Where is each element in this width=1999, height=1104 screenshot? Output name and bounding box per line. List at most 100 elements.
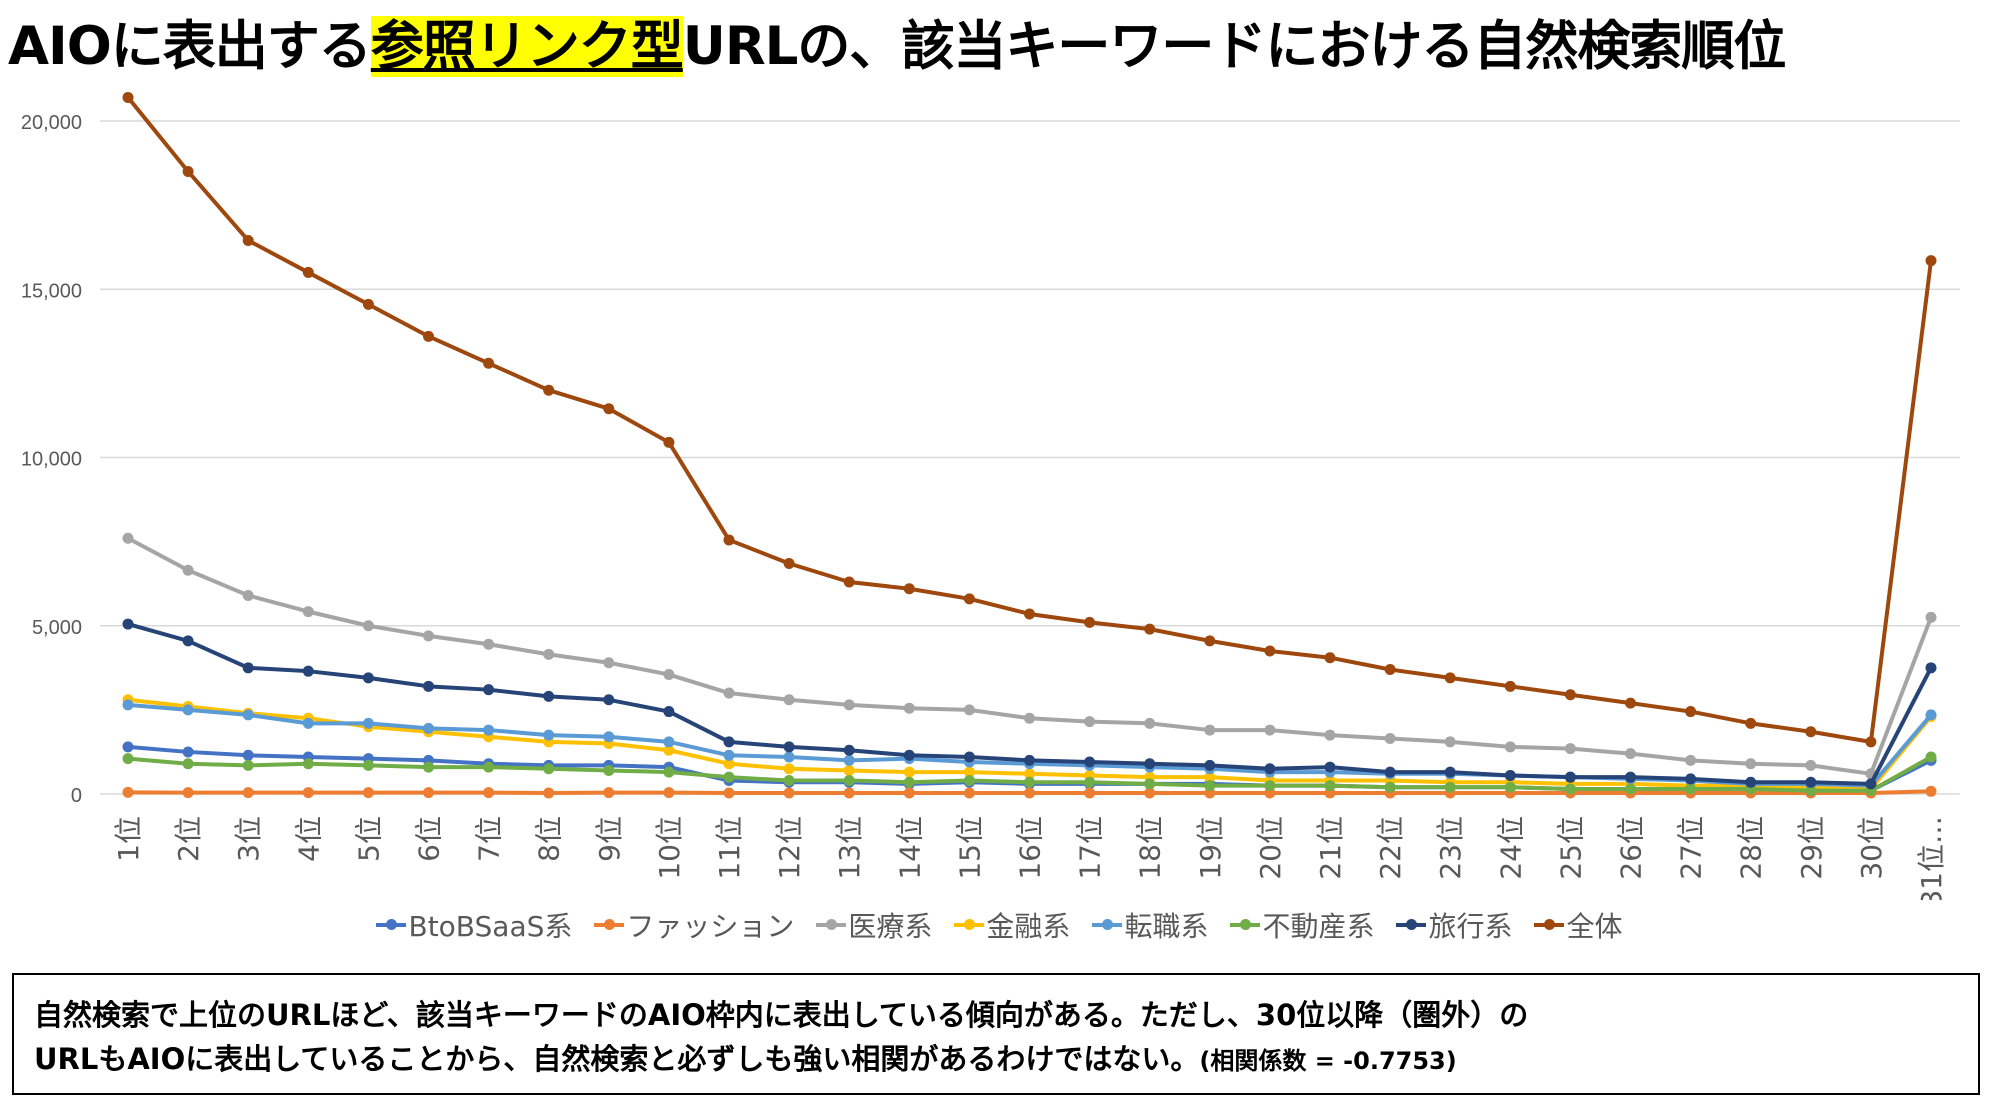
data-point	[1024, 712, 1035, 724]
data-point	[723, 787, 735, 799]
data-point	[302, 266, 314, 278]
series-line	[126, 96, 1933, 744]
data-point	[1504, 680, 1516, 692]
data-point	[302, 717, 314, 729]
data-point	[663, 787, 675, 799]
legend-item: ファッション	[594, 905, 794, 945]
data-point	[1144, 758, 1156, 770]
data-point	[1805, 785, 1817, 797]
data-point	[1144, 717, 1156, 729]
data-point	[1264, 780, 1276, 792]
data-point	[723, 534, 735, 546]
data-point	[122, 91, 134, 103]
x-tick-label: 16位	[1014, 816, 1047, 880]
data-point	[963, 704, 975, 716]
x-tick-label: 18位	[1134, 816, 1167, 880]
data-point	[903, 776, 915, 788]
legend-item: 金融系	[954, 905, 1070, 945]
gridlines	[100, 120, 1960, 795]
data-point	[1324, 652, 1336, 664]
data-point	[483, 638, 495, 650]
data-point	[1504, 741, 1516, 753]
data-point	[242, 787, 254, 799]
legend-swatch	[376, 919, 407, 930]
data-point	[903, 787, 915, 799]
data-point	[663, 669, 675, 681]
data-point	[1324, 761, 1336, 773]
y-axis-ticks: 0 5,000 10,000 15,000 20,000	[21, 112, 82, 807]
data-point	[783, 694, 795, 706]
data-point	[362, 787, 374, 799]
y-tick-label: 15,000	[21, 280, 82, 302]
data-point	[1144, 623, 1156, 635]
data-point	[483, 357, 495, 369]
note-line-1: 自然検索で上位のURLほど、該当キーワードのAIO枠内に表出している傾向がある。…	[34, 998, 1529, 1032]
legend-item: 全体	[1534, 905, 1623, 945]
data-point	[302, 787, 314, 799]
x-tick-label: 19位	[1194, 816, 1227, 880]
y-tick-label: 20,000	[21, 112, 82, 134]
data-point	[423, 680, 434, 692]
x-tick-label: 4位	[292, 816, 325, 862]
data-point	[242, 749, 254, 761]
data-point	[182, 165, 194, 177]
data-point	[783, 741, 795, 753]
data-point	[963, 593, 975, 605]
data-point	[843, 764, 855, 776]
data-point	[302, 606, 314, 618]
data-point	[543, 763, 555, 775]
data-point	[843, 699, 855, 711]
legend-swatch	[594, 919, 625, 930]
data-point	[122, 618, 134, 630]
x-tick-label: 12位	[773, 816, 806, 880]
x-tick-label: 6位	[413, 816, 446, 862]
data-point	[1685, 783, 1697, 795]
x-tick-label: 30位	[1855, 816, 1888, 880]
data-point	[423, 787, 434, 799]
legend: BtoBSaaS系 ファッション 医療系 金融系 転職系 不動産系 旅行系 全体	[0, 905, 1999, 945]
data-point	[1745, 758, 1757, 770]
data-point	[903, 583, 915, 595]
data-point	[1865, 736, 1877, 748]
data-point	[1925, 611, 1937, 623]
legend-swatch	[816, 919, 847, 930]
data-point	[1024, 754, 1035, 766]
data-point	[663, 766, 675, 778]
data-point	[783, 557, 795, 569]
data-point	[543, 729, 555, 741]
data-point	[723, 758, 735, 770]
data-point	[122, 786, 134, 798]
data-point	[843, 787, 855, 799]
data-point	[1805, 776, 1817, 788]
data-point	[362, 717, 374, 729]
data-point	[1444, 781, 1456, 793]
legend-swatch	[1396, 919, 1427, 930]
data-point	[242, 709, 254, 721]
x-tick-label: 26位	[1615, 816, 1648, 880]
legend-item: 転職系	[1092, 905, 1208, 945]
legend-swatch	[954, 919, 985, 930]
data-point	[122, 699, 134, 711]
legend-item: 不動産系	[1230, 905, 1374, 945]
data-point	[1564, 783, 1576, 795]
x-tick-label: 20位	[1254, 816, 1287, 880]
data-point	[242, 662, 254, 674]
data-point	[543, 648, 555, 660]
data-point	[603, 657, 615, 669]
data-point	[1264, 763, 1276, 775]
legend-label: 不動産系	[1262, 910, 1375, 943]
x-tick-label: 29位	[1795, 816, 1828, 880]
data-point	[1024, 608, 1035, 620]
title-post: URLの、該当キーワードにおける自然検索順位	[682, 16, 1787, 77]
data-point	[182, 787, 194, 799]
data-point	[423, 761, 434, 773]
data-point	[242, 234, 254, 246]
data-point	[1805, 726, 1817, 738]
legend-label: ファッション	[626, 910, 795, 943]
data-point	[122, 753, 134, 765]
data-point	[1625, 783, 1636, 795]
data-point	[242, 759, 254, 771]
data-point	[182, 746, 194, 758]
x-tick-label: 15位	[953, 816, 986, 880]
data-point	[723, 687, 735, 699]
